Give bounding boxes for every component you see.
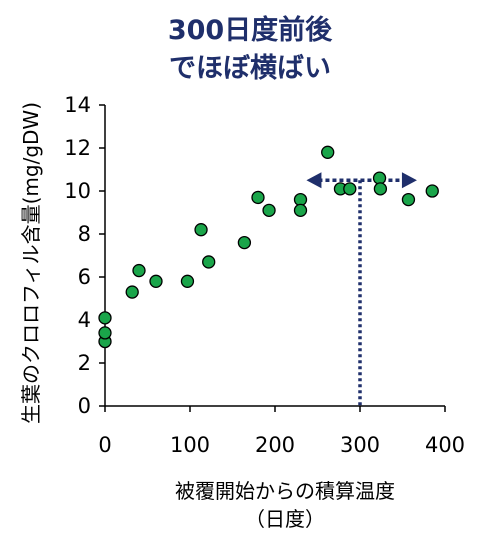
data-point [132, 263, 146, 278]
arrowhead-right [401, 172, 417, 189]
annotation-marks [306, 172, 417, 406]
data-point [125, 285, 139, 299]
data-point [251, 190, 265, 205]
data-point [343, 182, 357, 196]
data-point [401, 192, 416, 207]
arrowhead-left [306, 172, 322, 189]
data-point [373, 182, 388, 196]
tick-labels: 0 2 4 6 8 10 12 14 0 100 200 300 400 [64, 93, 465, 457]
data-point [293, 203, 308, 218]
data-point [98, 326, 112, 340]
y-tick-label: 14 [64, 93, 91, 117]
y-tick-label: 6 [78, 265, 91, 289]
y-tick-label: 0 [78, 394, 91, 418]
data-point [180, 274, 195, 288]
y-tick-label: 2 [78, 351, 91, 375]
data-point [98, 311, 112, 325]
data-point [149, 274, 163, 288]
data-point [425, 184, 439, 198]
axes [99, 104, 446, 412]
x-tick-label: 100 [170, 433, 210, 457]
x-axis-label-line1: 被覆開始からの積算温度 [175, 479, 395, 503]
y-tick-label: 4 [78, 308, 91, 332]
data-point [262, 203, 276, 218]
annotation-title-line2: でほぼ横ばい [169, 53, 331, 84]
y-tick-label: 8 [78, 222, 91, 246]
y-axis-label: 生葉のクロロフィル含量(mg/gDW) [19, 102, 43, 424]
x-tick-label: 200 [255, 433, 295, 457]
annotation-title-line1: 300日度前後 [167, 15, 333, 46]
data-point [194, 223, 208, 237]
data-points [98, 145, 439, 349]
data-point [202, 255, 216, 269]
x-axis-label-line2: （日度） [245, 507, 325, 531]
x-tick-label: 0 [98, 433, 111, 457]
x-tick-label: 400 [425, 433, 465, 457]
data-point [237, 235, 252, 250]
x-tick-label: 300 [340, 433, 380, 457]
data-point [321, 145, 335, 159]
y-tick-label: 12 [64, 136, 91, 160]
y-tick-label: 10 [64, 179, 91, 203]
